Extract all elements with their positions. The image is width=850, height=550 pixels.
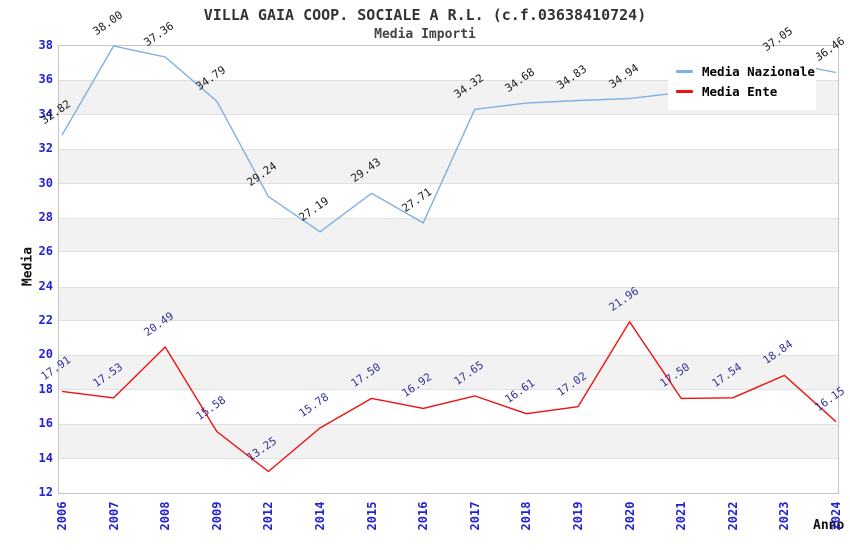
legend-label: Media Ente (702, 83, 778, 99)
x-tick-label: 2022 (725, 501, 740, 531)
x-tick-label: 2019 (571, 501, 585, 531)
x-tick-label: 2024 (829, 501, 843, 531)
y-tick-label: 38 (38, 38, 53, 52)
x-tick-label: 2016 (416, 501, 431, 531)
x-tick-label: 2014 (313, 501, 327, 531)
x-axis-label: Anno (813, 518, 845, 533)
grid-band (59, 286, 838, 322)
y-tick-label: 20 (38, 347, 53, 362)
y-tick-label: 24 (38, 278, 53, 293)
x-tick-label: 2007 (106, 501, 121, 531)
y-tick-label: 18 (38, 381, 53, 396)
y-tick-label: 14 (38, 450, 53, 465)
y-tick-label: 34 (38, 106, 53, 121)
legend-item-media-ente: Media Ente (676, 82, 810, 100)
y-tick-label: 28 (38, 209, 53, 224)
legend-line-icon (676, 69, 693, 73)
legend-item-media-nazionale: Media Nazionale (676, 62, 815, 80)
legend-label: Media Nazionale (702, 63, 815, 79)
x-tick-label: 2017 (467, 501, 482, 531)
plot-area (58, 45, 839, 494)
y-tick-label: 30 (38, 175, 53, 190)
legend: Media Nazionale Media Ente (668, 52, 816, 110)
grid-band (59, 424, 838, 459)
x-tick-label: 2009 (209, 501, 224, 531)
x-tick-label: 2015 (364, 501, 379, 531)
chart-title: VILLA GAIA COOP. SOCIALE A R.L. (c.f.036… (203, 6, 647, 24)
y-tick-label: 36 (38, 72, 53, 87)
y-tick-label: 16 (38, 416, 53, 431)
grid-band (59, 149, 838, 184)
x-tick-label: 2008 (158, 501, 173, 531)
x-tick-label: 2006 (55, 501, 69, 531)
grid-band (59, 217, 838, 253)
x-tick-label: 2023 (777, 501, 792, 531)
x-tick-label: 2018 (519, 501, 534, 531)
x-tick-label: 2012 (261, 501, 276, 531)
x-tick-label: 2020 (622, 501, 637, 531)
y-tick-label: 32 (38, 141, 53, 156)
y-tick-label: 12 (38, 485, 53, 499)
chart-subtitle: Media Importi (374, 27, 476, 42)
y-tick-label: 22 (38, 313, 53, 328)
grid-band (59, 355, 838, 390)
x-tick-label: 2021 (674, 501, 689, 531)
y-tick-label: 26 (38, 244, 53, 259)
legend-line-icon (676, 89, 693, 93)
